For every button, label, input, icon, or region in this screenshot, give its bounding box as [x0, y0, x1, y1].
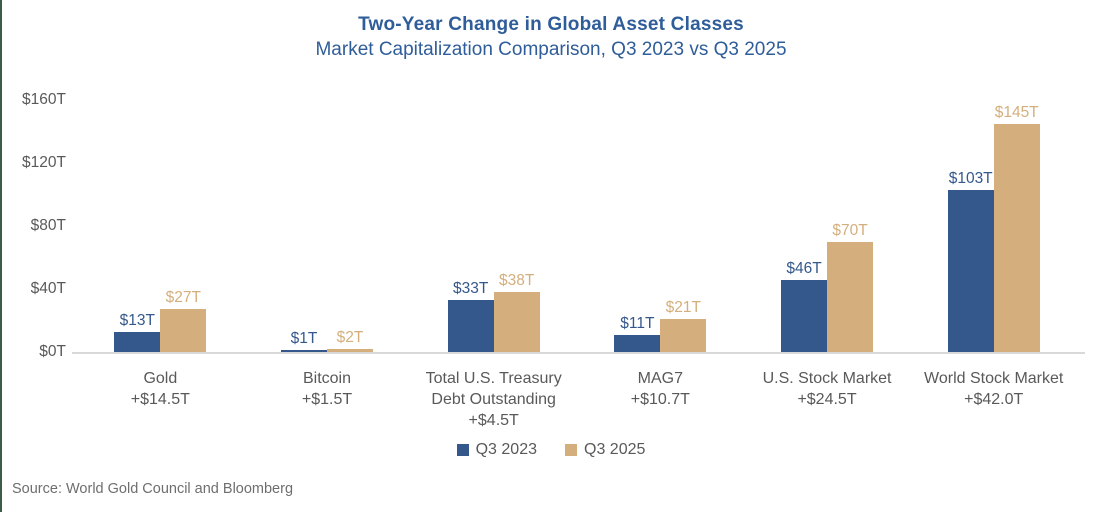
chart-title: Two-Year Change in Global Asset Classes	[358, 14, 744, 35]
bar-q3-2025-mag7	[660, 318, 707, 352]
category-label-line: +$1.5T	[301, 391, 353, 408]
bar-group-mag7: $11T $21T	[577, 100, 744, 352]
bar-pair: $46T $70T	[781, 221, 874, 352]
bar-group-world-stock-market: $103T $145T	[910, 100, 1077, 352]
bar-group-bitcoin: $1T $2T	[244, 100, 411, 352]
bar-q3-2025-bitcoin	[327, 348, 373, 352]
y-tick-label: $0T	[39, 343, 66, 360]
category-axis: Gold +$14.5T Bitcoin +$1.5T Total U.S. Treas…	[77, 368, 1077, 431]
bar-q3-2025-world-stock-market	[993, 123, 1040, 352]
y-tick-label: $80T	[30, 217, 66, 234]
bar-q3-2025-gold	[160, 309, 207, 352]
legend: Q3 2023 Q3 2025	[2, 441, 1100, 459]
y-tick-label: $160T	[22, 91, 66, 108]
legend-swatch-icon	[565, 444, 577, 456]
legend-label: Q3 2023	[475, 441, 537, 458]
bar-value-label: $46T	[786, 259, 822, 277]
bar-slot: $145T	[993, 103, 1040, 352]
category-label-line: Bitcoin	[302, 370, 352, 387]
legend-item-q3-2025: Q3 2025	[565, 441, 645, 459]
bar-pair: $13T $27T	[114, 289, 207, 352]
bar-q3-2023-mag7	[614, 334, 661, 352]
bar-slot: $38T	[493, 272, 540, 352]
bar-value-label: $1T	[290, 330, 318, 348]
bar-pair: $1T $2T	[281, 329, 373, 352]
bar-q3-2025-u-s-stock-market	[827, 241, 874, 352]
bar-value-label: $11T	[620, 314, 655, 332]
category-label-line: U.S. Stock Market	[762, 370, 892, 387]
category-label-line: +$4.5T	[468, 412, 519, 429]
bar-q3-2023-total-u-s-treasury-debt-outstanding	[447, 300, 494, 352]
legend-item-q3-2023: Q3 2023	[456, 441, 537, 459]
bar-value-label: $38T	[499, 272, 535, 290]
category-label-line: Gold	[143, 370, 178, 387]
category-label-mag7: MAG7 +$10.7T	[577, 368, 744, 431]
category-label-bitcoin: Bitcoin +$1.5T	[244, 368, 411, 431]
bar-value-label: $21T	[665, 298, 702, 316]
x-axis-line	[72, 352, 1085, 354]
bar-value-label: $145T	[994, 103, 1039, 121]
bar-slot: $46T	[781, 259, 828, 352]
chart-subtitle: Market Capitalization Comparison, Q3 202…	[315, 39, 787, 60]
category-label-line: World Stock Market	[924, 370, 1064, 387]
y-tick-label: $40T	[30, 280, 66, 297]
bar-slot: $33T	[447, 280, 494, 352]
bar-q3-2023-u-s-stock-market	[781, 279, 828, 352]
bar-q3-2025-total-u-s-treasury-debt-outstanding	[493, 292, 540, 352]
y-tick-label: $120T	[22, 154, 66, 171]
bar-q3-2023-bitcoin	[281, 350, 327, 352]
bar-group-total-u-s-treasury-debt-outstanding: $33T $38T	[410, 100, 577, 352]
bar-slot: $70T	[827, 221, 874, 352]
legend-label: Q3 2025	[584, 441, 646, 458]
bar-pair: $11T $21T	[614, 298, 707, 352]
bar-value-label: $2T	[336, 328, 364, 346]
bar-group-gold: $13T $27T	[77, 100, 244, 352]
bar-value-label: $70T	[832, 221, 868, 239]
category-label-line: +$10.7T	[630, 391, 690, 408]
category-label-u-s-stock-market: U.S. Stock Market +$24.5T	[744, 368, 911, 431]
bar-value-label: $27T	[165, 289, 201, 307]
bar-slot: $2T	[327, 329, 373, 352]
bar-slot: $103T	[947, 169, 994, 352]
bar-pair: $33T $38T	[447, 272, 540, 352]
category-label-total-u-s-treasury-debt-outstanding: Total U.S. Treasury Debt Outstanding +$4.5…	[410, 368, 577, 431]
category-label-line: +$14.5T	[130, 391, 190, 408]
bar-slot: $27T	[160, 289, 207, 352]
category-label-line: MAG7	[637, 370, 684, 387]
category-label-line: Total U.S. Treasury	[425, 370, 562, 387]
category-label-gold: Gold +$14.5T	[77, 368, 244, 431]
legend-swatch-icon	[456, 444, 469, 456]
category-label-world-stock-market: World Stock Market +$42.0T	[910, 368, 1077, 431]
bar-value-label: $33T	[453, 280, 489, 298]
bar-value-label: $103T	[948, 169, 993, 187]
category-label-line: +$24.5T	[797, 391, 857, 408]
bar-slot: $1T	[281, 330, 327, 352]
bar-group-u-s-stock-market: $46T $70T	[744, 100, 911, 352]
bar-q3-2023-gold	[114, 331, 161, 352]
category-label-line: +$42.0T	[964, 391, 1024, 408]
category-label-line: Debt Outstanding	[431, 391, 556, 408]
plot-area: $13T $27T $1T $2T $33T $38T $11T $21T $46T $70T $1…	[77, 100, 1077, 352]
bar-slot: $11T	[614, 314, 661, 352]
y-axis: $0T $40T $80T $120T $160T	[2, 0, 66, 512]
bar-pair: $103T $145T	[947, 103, 1040, 352]
bar-slot: $13T	[114, 311, 161, 352]
bar-q3-2023-world-stock-market	[947, 189, 994, 352]
bar-value-label: $13T	[119, 311, 155, 329]
bar-slot: $21T	[660, 298, 707, 352]
source-note: Source: World Gold Council and Bloomberg	[12, 481, 294, 497]
